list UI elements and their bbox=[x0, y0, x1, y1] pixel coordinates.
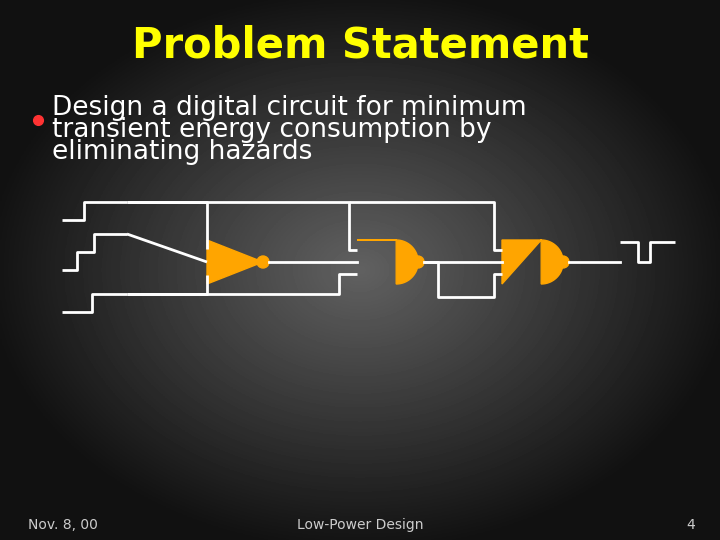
Text: transient energy consumption by: transient energy consumption by bbox=[52, 117, 492, 143]
Circle shape bbox=[257, 256, 269, 268]
Text: eliminating hazards: eliminating hazards bbox=[52, 139, 312, 165]
Polygon shape bbox=[502, 240, 563, 284]
Polygon shape bbox=[357, 240, 418, 284]
Text: Problem Statement: Problem Statement bbox=[132, 24, 588, 66]
Text: Nov. 8, 00: Nov. 8, 00 bbox=[28, 518, 98, 532]
Circle shape bbox=[412, 256, 424, 268]
Polygon shape bbox=[207, 240, 263, 284]
Text: Design a digital circuit for minimum: Design a digital circuit for minimum bbox=[52, 95, 526, 121]
Text: Low-Power Design: Low-Power Design bbox=[297, 518, 423, 532]
Text: 4: 4 bbox=[686, 518, 695, 532]
Circle shape bbox=[557, 256, 569, 268]
